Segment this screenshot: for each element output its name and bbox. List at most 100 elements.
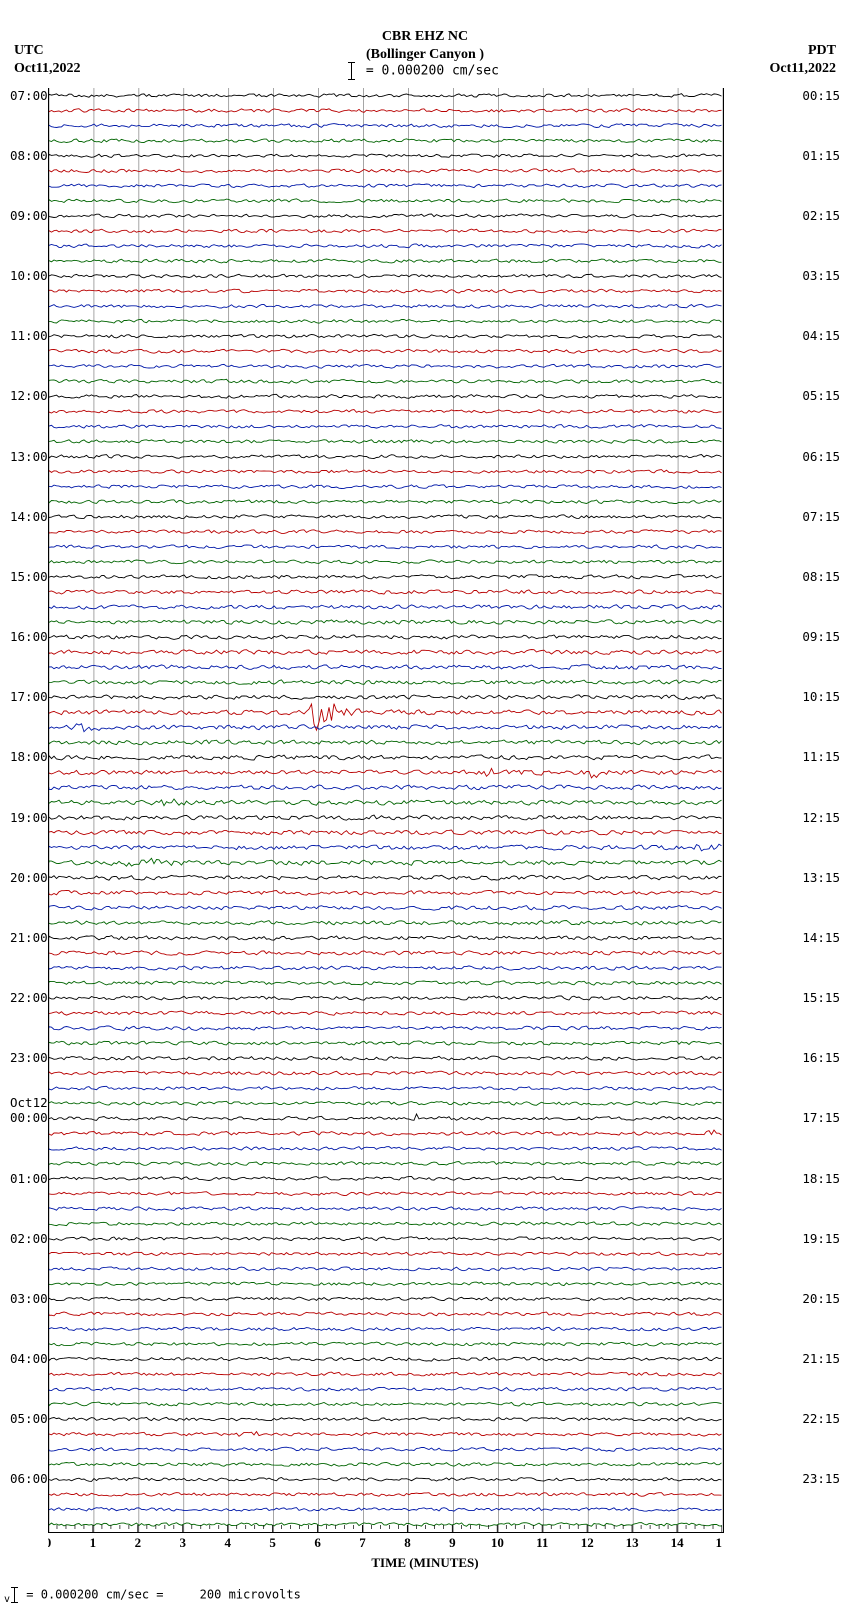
x-tick-label: 7 — [359, 1535, 366, 1550]
trace-row — [49, 1312, 722, 1316]
time-label-utc: 13:00 — [10, 449, 48, 464]
trace-row — [49, 289, 722, 293]
time-label-local: 05:15 — [802, 388, 840, 403]
tz-right-date: Oct11,2022 — [770, 60, 837, 78]
time-label-local: 03:15 — [802, 268, 840, 283]
trace-row — [49, 665, 722, 670]
trace-row — [49, 844, 722, 851]
trace-row — [49, 154, 722, 158]
time-label-utc: 00:00 — [10, 1110, 48, 1125]
time-label-local: 09:15 — [802, 629, 840, 644]
time-label-utc: 22:00 — [10, 990, 48, 1005]
trace-row — [49, 1222, 722, 1226]
x-tick-label: 6 — [314, 1535, 321, 1550]
trace-row — [49, 485, 722, 489]
trace-row — [49, 530, 722, 534]
trace-row — [49, 635, 722, 640]
trace-row — [49, 1114, 722, 1120]
time-label-utc: 18:00 — [10, 749, 48, 764]
trace-row — [49, 590, 722, 594]
time-label-local: 18:15 — [802, 1171, 840, 1186]
trace-row — [49, 184, 722, 188]
trace-row — [49, 1056, 722, 1060]
trace-row — [49, 364, 722, 368]
trace-row — [49, 1026, 722, 1031]
x-tick-label: 0 — [48, 1535, 51, 1550]
station-location: (Bollinger Canyon ) — [0, 46, 850, 64]
time-label-local: 17:15 — [802, 1110, 840, 1125]
trace-row — [49, 875, 722, 880]
time-label-local: 22:15 — [802, 1411, 840, 1426]
time-label-local: 15:15 — [802, 990, 840, 1005]
scale-bar-icon — [351, 62, 352, 80]
time-label-local: 12:15 — [802, 810, 840, 825]
trace-row — [49, 304, 722, 308]
trace-row — [49, 560, 722, 564]
x-tick-label: 13 — [626, 1535, 640, 1550]
time-label-utc: 01:00 — [10, 1171, 48, 1186]
x-tick-label: 10 — [491, 1535, 504, 1550]
time-label-utc: 17:00 — [10, 689, 48, 704]
time-label-utc: 04:00 — [10, 1351, 48, 1366]
trace-row — [49, 1462, 722, 1466]
trace-row — [49, 1432, 722, 1437]
time-label-local: 13:15 — [802, 870, 840, 885]
trace-row — [49, 620, 722, 625]
tz-left: UTC Oct11,2022 — [14, 42, 81, 77]
scale-text: = 0.000200 cm/sec — [366, 64, 499, 79]
trace-row — [49, 1101, 722, 1105]
time-label-local: 08:15 — [802, 569, 840, 584]
trace-row — [49, 650, 722, 655]
trace-row — [49, 319, 722, 323]
trace-row — [49, 755, 722, 760]
trace-row — [49, 1207, 722, 1211]
footer-text-b: 200 microvolts — [200, 1588, 301, 1602]
x-tick-label: 3 — [180, 1535, 187, 1550]
trace-row — [49, 410, 722, 414]
time-label-utc: 19:00 — [10, 810, 48, 825]
trace-row — [49, 1267, 722, 1271]
station-header: CBR EHZ NC (Bollinger Canyon ) — [0, 28, 850, 63]
time-label-utc: 15:00 — [10, 569, 48, 584]
time-label-utc: 11:00 — [10, 328, 48, 343]
x-tick-label: 14 — [671, 1535, 685, 1550]
trace-row — [49, 124, 722, 128]
trace-row — [49, 545, 722, 549]
trace-row — [49, 785, 722, 790]
trace-row — [49, 274, 722, 278]
footer-text-a: = 0.000200 cm/sec = — [26, 1588, 163, 1602]
station-code: CBR EHZ NC — [0, 28, 850, 46]
x-tick-label: 11 — [536, 1535, 548, 1550]
footer-scale: v = 0.000200 cm/sec = 200 microvolts — [4, 1587, 301, 1605]
trace-row — [49, 1493, 722, 1497]
helicorder-plot — [48, 88, 724, 1533]
time-label-utc: 10:00 — [10, 268, 48, 283]
time-label-local: 19:15 — [802, 1231, 840, 1246]
time-label-utc: 03:00 — [10, 1291, 48, 1306]
trace-row — [49, 1357, 722, 1361]
trace-row — [49, 815, 722, 820]
time-label-utc: 23:00 — [10, 1050, 48, 1065]
time-label-local: 10:15 — [802, 689, 840, 704]
trace-row — [49, 724, 722, 732]
time-label-local: 11:15 — [802, 749, 840, 764]
trace-row — [49, 1372, 722, 1376]
trace-row — [49, 1237, 722, 1241]
trace-row — [49, 1327, 722, 1331]
trace-row — [49, 890, 722, 895]
helicorder-svg — [49, 88, 723, 1532]
trace-row — [49, 1402, 722, 1406]
trace-row — [49, 740, 722, 745]
time-label-utc: 06:00 — [10, 1471, 48, 1486]
trace-row — [49, 500, 722, 504]
trace-row — [49, 169, 722, 173]
trace-row — [49, 1041, 722, 1045]
trace-row — [49, 1282, 722, 1286]
trace-row — [49, 244, 722, 248]
trace-row — [49, 575, 722, 579]
trace-row — [49, 1177, 722, 1181]
trace-row — [49, 951, 722, 955]
trace-row — [49, 605, 722, 610]
trace-row — [49, 334, 722, 338]
x-tick-label: 15 — [716, 1535, 723, 1550]
